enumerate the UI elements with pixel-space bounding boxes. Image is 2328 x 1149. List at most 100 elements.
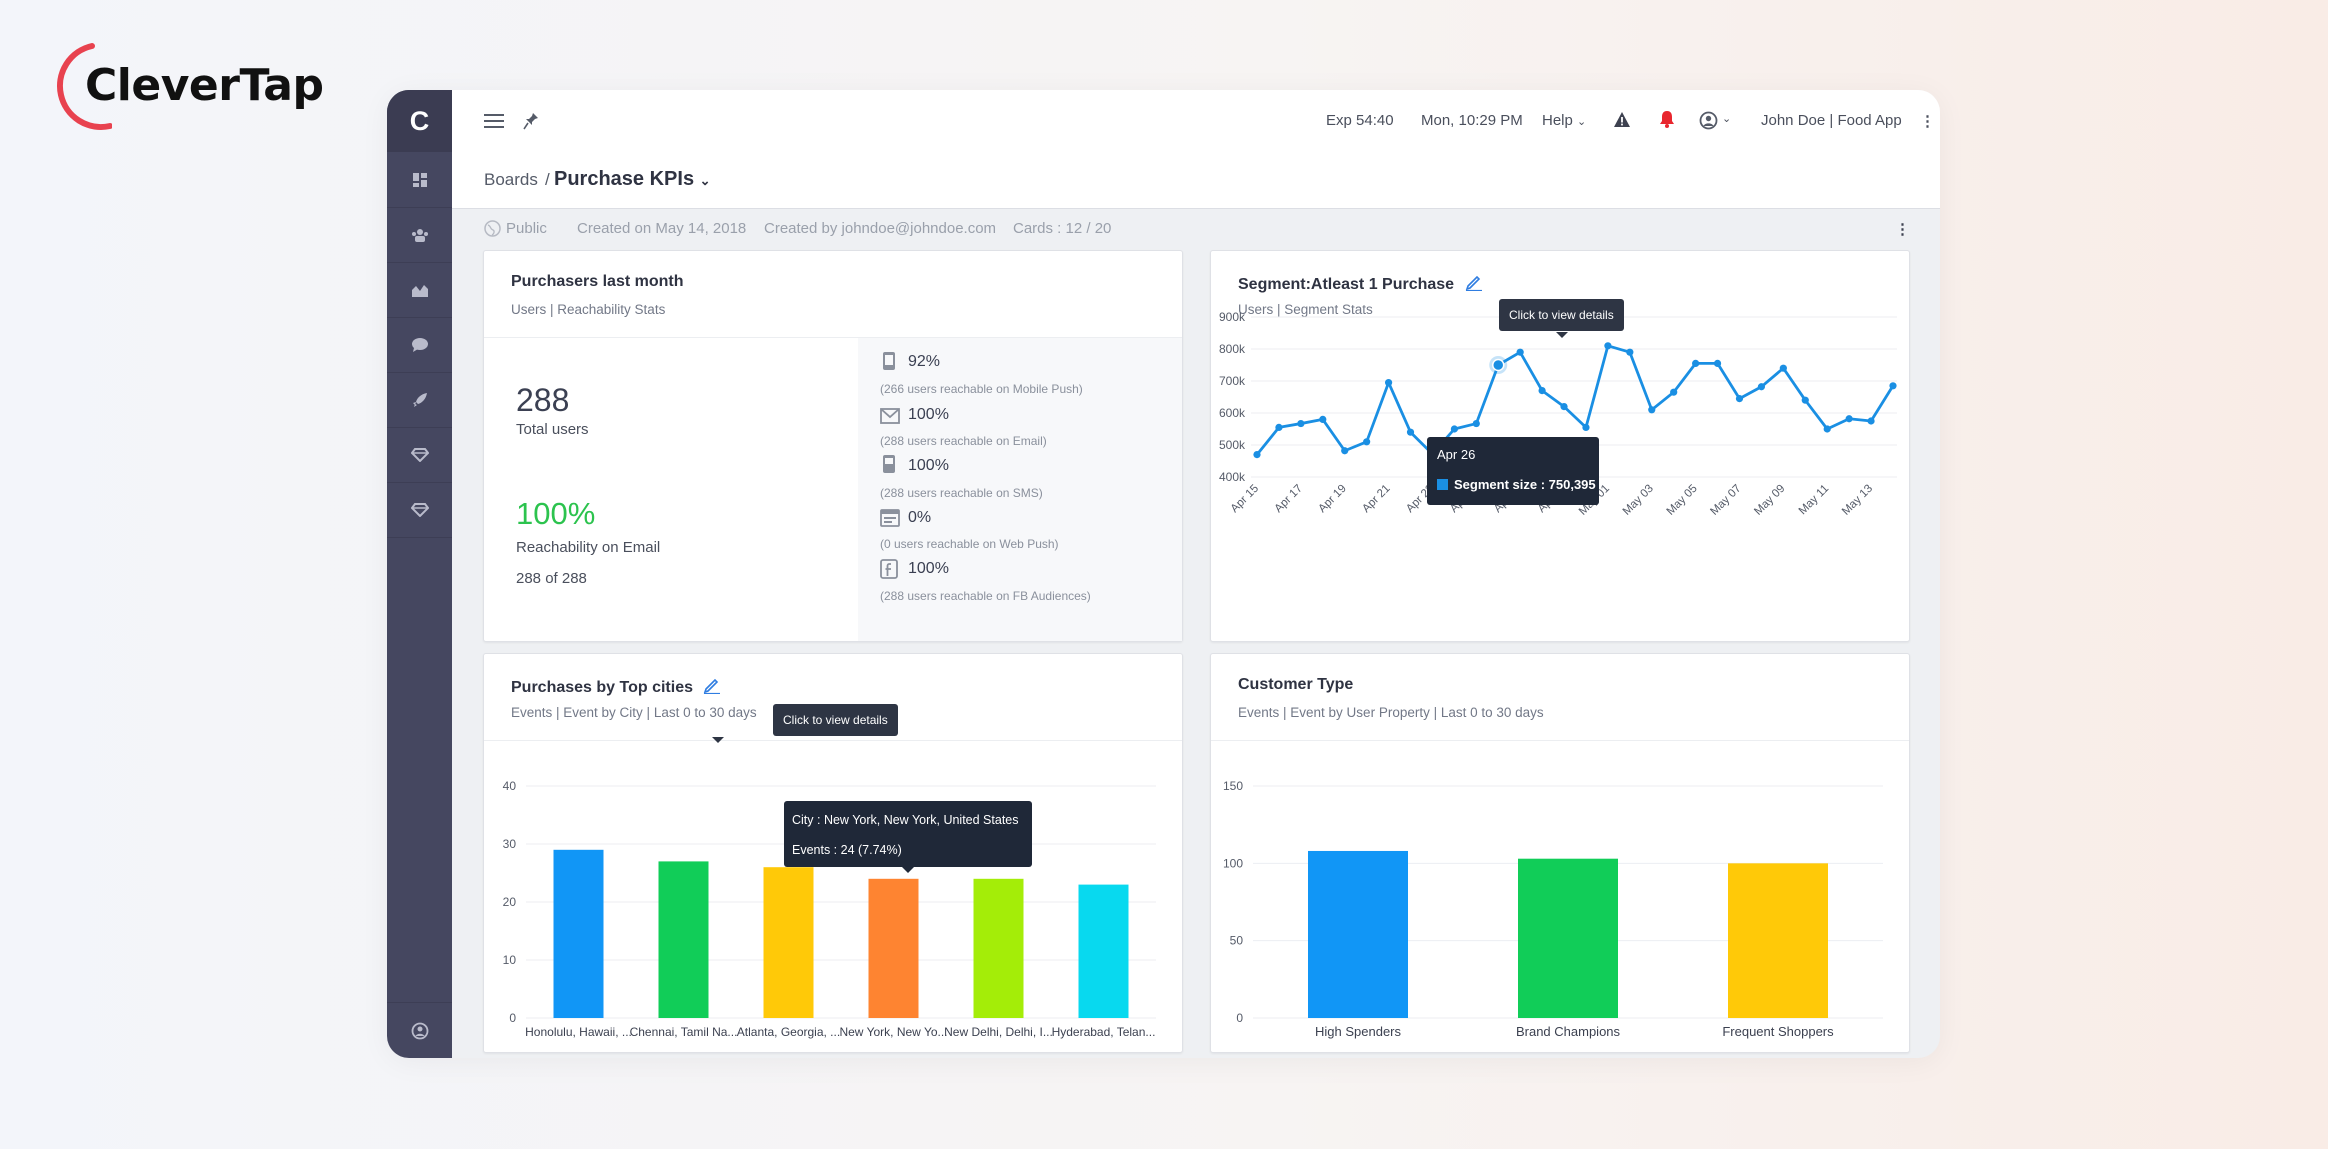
segment-tooltip: Apr 26 Segment size : 750,395 (1427, 437, 1599, 505)
board-cards-count: Cards : 12 / 20 (1013, 220, 1112, 237)
x-tick-label: Apr 19 (1316, 483, 1348, 515)
tooltip-arrow (712, 737, 724, 743)
card-purchasers[interactable]: Purchasers last month Users | Reachabili… (483, 250, 1183, 642)
data-point (1450, 425, 1458, 433)
sidebar-item-diamond[interactable] (387, 427, 452, 483)
data-point (1604, 342, 1612, 350)
x-tick-label: Apr 17 (1273, 483, 1305, 515)
data-point (1648, 406, 1656, 414)
y-tick-label: 400k (1219, 470, 1246, 484)
x-tick-label: May 03 (1621, 483, 1656, 518)
top-bar: Exp 54:40 Mon, 10:29 PM Help ⌄ ⌄ John Do… (452, 90, 1940, 153)
y-tick-label: 20 (503, 895, 517, 909)
reach-pct-email: 100% (908, 406, 949, 423)
facebook-icon (880, 559, 898, 579)
x-tick-label: Hyderabad, Telan... (1052, 1025, 1156, 1039)
app-logo[interactable]: C (387, 90, 452, 152)
card-segment[interactable]: Segment:Atleast 1 Purchase Users | Segme… (1210, 250, 1910, 642)
chat-icon (411, 337, 428, 352)
tooltip-arrow (902, 867, 914, 873)
x-tick-label: Honolulu, Hawaii, ... (525, 1025, 632, 1039)
rocket-icon (412, 392, 427, 407)
customer-bar-chart[interactable]: 0 50 100 150 High Spenders Brand Champions Fre… (1211, 654, 1909, 1052)
card-subtitle: Users | Segment Stats (1238, 302, 1373, 317)
y-tick-label: 50 (1230, 934, 1244, 948)
y-tick-label: 30 (503, 837, 517, 851)
tooltip-date: Apr 26 (1437, 447, 1476, 462)
data-point (1582, 423, 1590, 431)
more-vertical-icon[interactable]: ⋮ (1920, 113, 1935, 130)
data-point (1363, 438, 1371, 446)
card-subtitle: Events | Event by City | Last 0 to 30 da… (511, 705, 757, 720)
card-divider (484, 337, 1182, 338)
data-point (1560, 403, 1568, 411)
card-divider (484, 740, 1182, 741)
chevron-down-icon: ⌄ (699, 173, 711, 188)
card-title: Purchases by Top cities (511, 676, 721, 697)
x-tick-label: Brand Champions (1516, 1024, 1621, 1039)
sidebar-item-people[interactable] (387, 207, 452, 263)
tooltip-arrow (1556, 332, 1568, 338)
data-point (1516, 348, 1524, 356)
data-point (1801, 396, 1809, 404)
user-avatar-icon[interactable] (1699, 111, 1718, 130)
board-more-icon[interactable]: ⋮ (1895, 221, 1910, 238)
x-tick-label: New York, New Yo... (839, 1025, 947, 1039)
sidebar-item-dashboard[interactable] (387, 152, 452, 208)
reach-desc-mobile-push: (266 users reachable on Mobile Push) (880, 382, 1083, 396)
board-visibility: Public (506, 220, 547, 237)
sidebar-item-analytics[interactable] (387, 262, 452, 318)
reach-pct-mobile-push: 92% (908, 353, 941, 370)
analytics-icon (411, 284, 428, 297)
user-account[interactable]: John Doe | Food App (1761, 112, 1902, 129)
y-tick-label: 900k (1219, 310, 1246, 324)
breadcrumb-separator: / (545, 170, 550, 189)
cities-bar-chart[interactable]: 0 10 20 30 40 Honolulu, Hawaii, ...Chennai, T… (484, 654, 1182, 1052)
y-tick-label: 10 (503, 953, 517, 967)
card-customer-type[interactable]: Customer Type Events | Event by User Pro… (1210, 653, 1910, 1053)
board-created-on: Created on May 14, 2018 (577, 220, 747, 237)
x-tick-label: May 11 (1797, 483, 1832, 518)
reach-desc-web-push: (0 users reachable on Web Push) (880, 537, 1059, 551)
card-title: Customer Type (1238, 676, 1354, 693)
sidebar-item-diamond-alt[interactable] (387, 482, 452, 538)
card-subtitle: Events | Event by User Property | Last 0… (1238, 705, 1544, 720)
edit-pencil-icon[interactable] (703, 676, 721, 695)
menu-icon[interactable] (484, 113, 504, 129)
help-menu[interactable]: Help ⌄ (1542, 112, 1586, 129)
email-reachability-value: 100% (516, 496, 596, 531)
brand-name: CleverTap (85, 60, 324, 111)
card-title: Purchasers last month (511, 273, 684, 290)
reachability-panel: 92% (266 users reachable on Mobile Push)… (858, 338, 1182, 641)
data-point (1319, 415, 1327, 423)
data-point (1713, 359, 1722, 367)
y-tick-label: 40 (503, 779, 517, 793)
view-details-hint: Click to view details (773, 704, 898, 736)
y-tick-label: 700k (1219, 374, 1246, 388)
view-details-hint: Click to view details (1499, 299, 1624, 331)
y-tick-label: 600k (1219, 406, 1246, 420)
email-reachability-count: 288 of 288 (516, 570, 587, 587)
y-tick-label: 800k (1219, 342, 1246, 356)
total-users-label: Total users (516, 421, 589, 438)
sidebar-item-campaigns[interactable] (387, 372, 452, 428)
segment-line-chart[interactable]: 400k 500k 600k 700k 800k 900k Apr 15 Apr 17 Apr … (1211, 251, 1909, 641)
cities-tooltip: City : New York, New York, United States… (784, 801, 1032, 867)
sms-icon (883, 455, 895, 473)
sidebar-account[interactable] (387, 1002, 452, 1058)
mobile-push-icon (883, 352, 895, 370)
card-title-label: Purchases by Top cities (511, 679, 693, 696)
alert-icon[interactable] (1613, 111, 1631, 128)
chevron-down-icon[interactable]: ⌄ (1722, 113, 1732, 125)
x-tick-label: May 07 (1708, 483, 1743, 518)
breadcrumb-root[interactable]: Boards (484, 170, 538, 189)
card-divider (1211, 740, 1909, 741)
pin-icon[interactable] (523, 112, 539, 130)
email-reachability-label: Reachability on Email (516, 539, 661, 556)
notification-bell-icon[interactable] (1658, 109, 1676, 129)
card-top-cities[interactable]: Purchases by Top cities Events | Event b… (483, 653, 1183, 1053)
edit-pencil-icon[interactable] (1465, 273, 1483, 292)
web-push-icon (880, 509, 900, 527)
board-title[interactable]: Purchase KPIs ⌄ (554, 168, 711, 191)
sidebar-item-chat[interactable] (387, 317, 452, 373)
